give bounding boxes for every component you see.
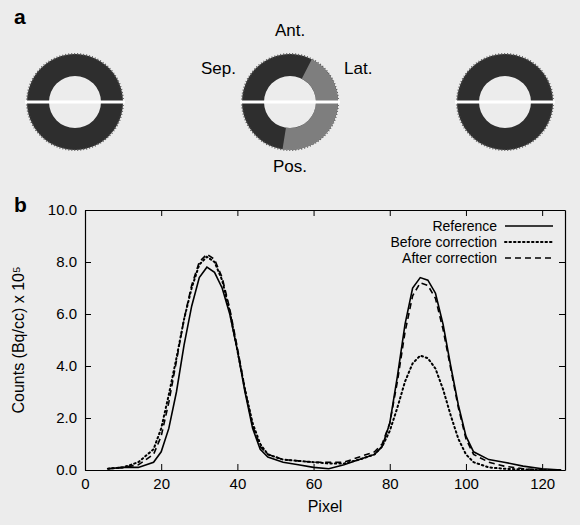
- y-axis: 0.0 2.0 4.0 6.0 8.0 10.0: [48, 201, 91, 478]
- tick: 6.0: [56, 305, 91, 322]
- tick: [542, 210, 543, 216]
- tick: 0.0: [56, 461, 91, 478]
- tick-mark: [559, 418, 565, 419]
- orientation-label: Ant.: [275, 21, 305, 40]
- tick: 40: [230, 464, 247, 492]
- tick-mark: [559, 470, 565, 471]
- series-line: [108, 267, 561, 470]
- tick-label: 8.0: [56, 253, 77, 270]
- slice-image: [25, 54, 125, 150]
- axis-line: [565, 211, 566, 471]
- tick: [559, 418, 565, 419]
- tick: 100: [454, 464, 479, 492]
- tick: [559, 262, 565, 263]
- tick: 10.0: [48, 201, 91, 218]
- tick-mark: [559, 366, 565, 367]
- tick: [161, 210, 162, 216]
- tick-label: 0: [81, 475, 89, 492]
- tick: [466, 210, 467, 216]
- profile-line: [25, 101, 125, 104]
- legend-swatch: [505, 241, 553, 243]
- tick: 80: [382, 464, 399, 492]
- tick-label: 10.0: [48, 201, 77, 218]
- tick-label: 20: [153, 475, 170, 492]
- tick-mark: [85, 366, 91, 367]
- tick: [559, 470, 565, 471]
- legend-swatch: [505, 225, 553, 227]
- tick-mark: [237, 210, 238, 216]
- slice-image: [455, 54, 555, 150]
- tick-label: 0.0: [56, 461, 77, 478]
- tick: [559, 210, 565, 211]
- slice-image: [240, 54, 340, 150]
- axis-title: Counts (Bq/cc) x 10⁵: [10, 266, 27, 413]
- tick: [314, 210, 315, 216]
- tick: 20: [153, 464, 170, 492]
- axis-line: [86, 470, 566, 471]
- tick-label: 6.0: [56, 305, 77, 322]
- tick-label: 40: [230, 475, 247, 492]
- axis-line: [86, 210, 566, 211]
- orientation-label: Lat.: [344, 59, 372, 78]
- axis-line: [85, 211, 86, 471]
- axis-title: Pixel: [308, 498, 343, 515]
- legend-swatch: [505, 257, 553, 259]
- legend-label: After correction: [402, 250, 497, 266]
- tick: 2.0: [56, 409, 91, 426]
- legend-label: Reference: [432, 218, 497, 234]
- tick: 4.0: [56, 357, 91, 374]
- tick-mark: [161, 464, 162, 470]
- tick: [390, 210, 391, 216]
- tick-mark: [85, 470, 91, 471]
- panel-letter: b: [14, 193, 27, 216]
- tick-mark: [85, 210, 91, 211]
- tick-mark: [466, 464, 467, 470]
- tick-mark: [85, 418, 91, 419]
- tick-label: 80: [382, 475, 399, 492]
- tick-label: 2.0: [56, 409, 77, 426]
- tick-mark: [237, 464, 238, 470]
- y-axis-right: [559, 211, 566, 471]
- defect-region: [282, 59, 338, 150]
- series-line: [108, 254, 561, 470]
- tick-mark: [390, 464, 391, 470]
- plot-area: [108, 254, 561, 470]
- tick-mark: [161, 210, 162, 216]
- tick-label: 120: [530, 475, 555, 492]
- panel-letter: a: [14, 5, 26, 28]
- tick-mark: [559, 210, 565, 211]
- figure: a Ant. Sep. Lat. Pos. b 0 20 40 60 80 100 120 0.0 2.0 4…: [0, 0, 580, 525]
- tick-label: 100: [454, 475, 479, 492]
- tick-mark: [85, 314, 91, 315]
- tick-mark: [314, 210, 315, 216]
- tick-mark: [466, 210, 467, 216]
- tick: 8.0: [56, 253, 91, 270]
- profile-line: [455, 101, 555, 104]
- tick: [559, 314, 565, 315]
- tick-mark: [542, 210, 543, 216]
- tick-mark: [390, 210, 391, 216]
- legend: ReferenceBefore correctionAfter correcti…: [390, 218, 553, 266]
- tick-label: 60: [306, 475, 323, 492]
- tick-label: 4.0: [56, 357, 77, 374]
- tick-mark: [559, 314, 565, 315]
- profile-line: [240, 101, 340, 104]
- orientation-label: Pos.: [273, 157, 307, 176]
- tick-mark: [85, 262, 91, 263]
- tick: [237, 210, 238, 216]
- tick-mark: [559, 262, 565, 263]
- x-axis-top: [86, 210, 566, 216]
- orientation-label: Sep.: [201, 59, 236, 78]
- tick: [559, 366, 565, 367]
- legend-label: Before correction: [390, 234, 497, 250]
